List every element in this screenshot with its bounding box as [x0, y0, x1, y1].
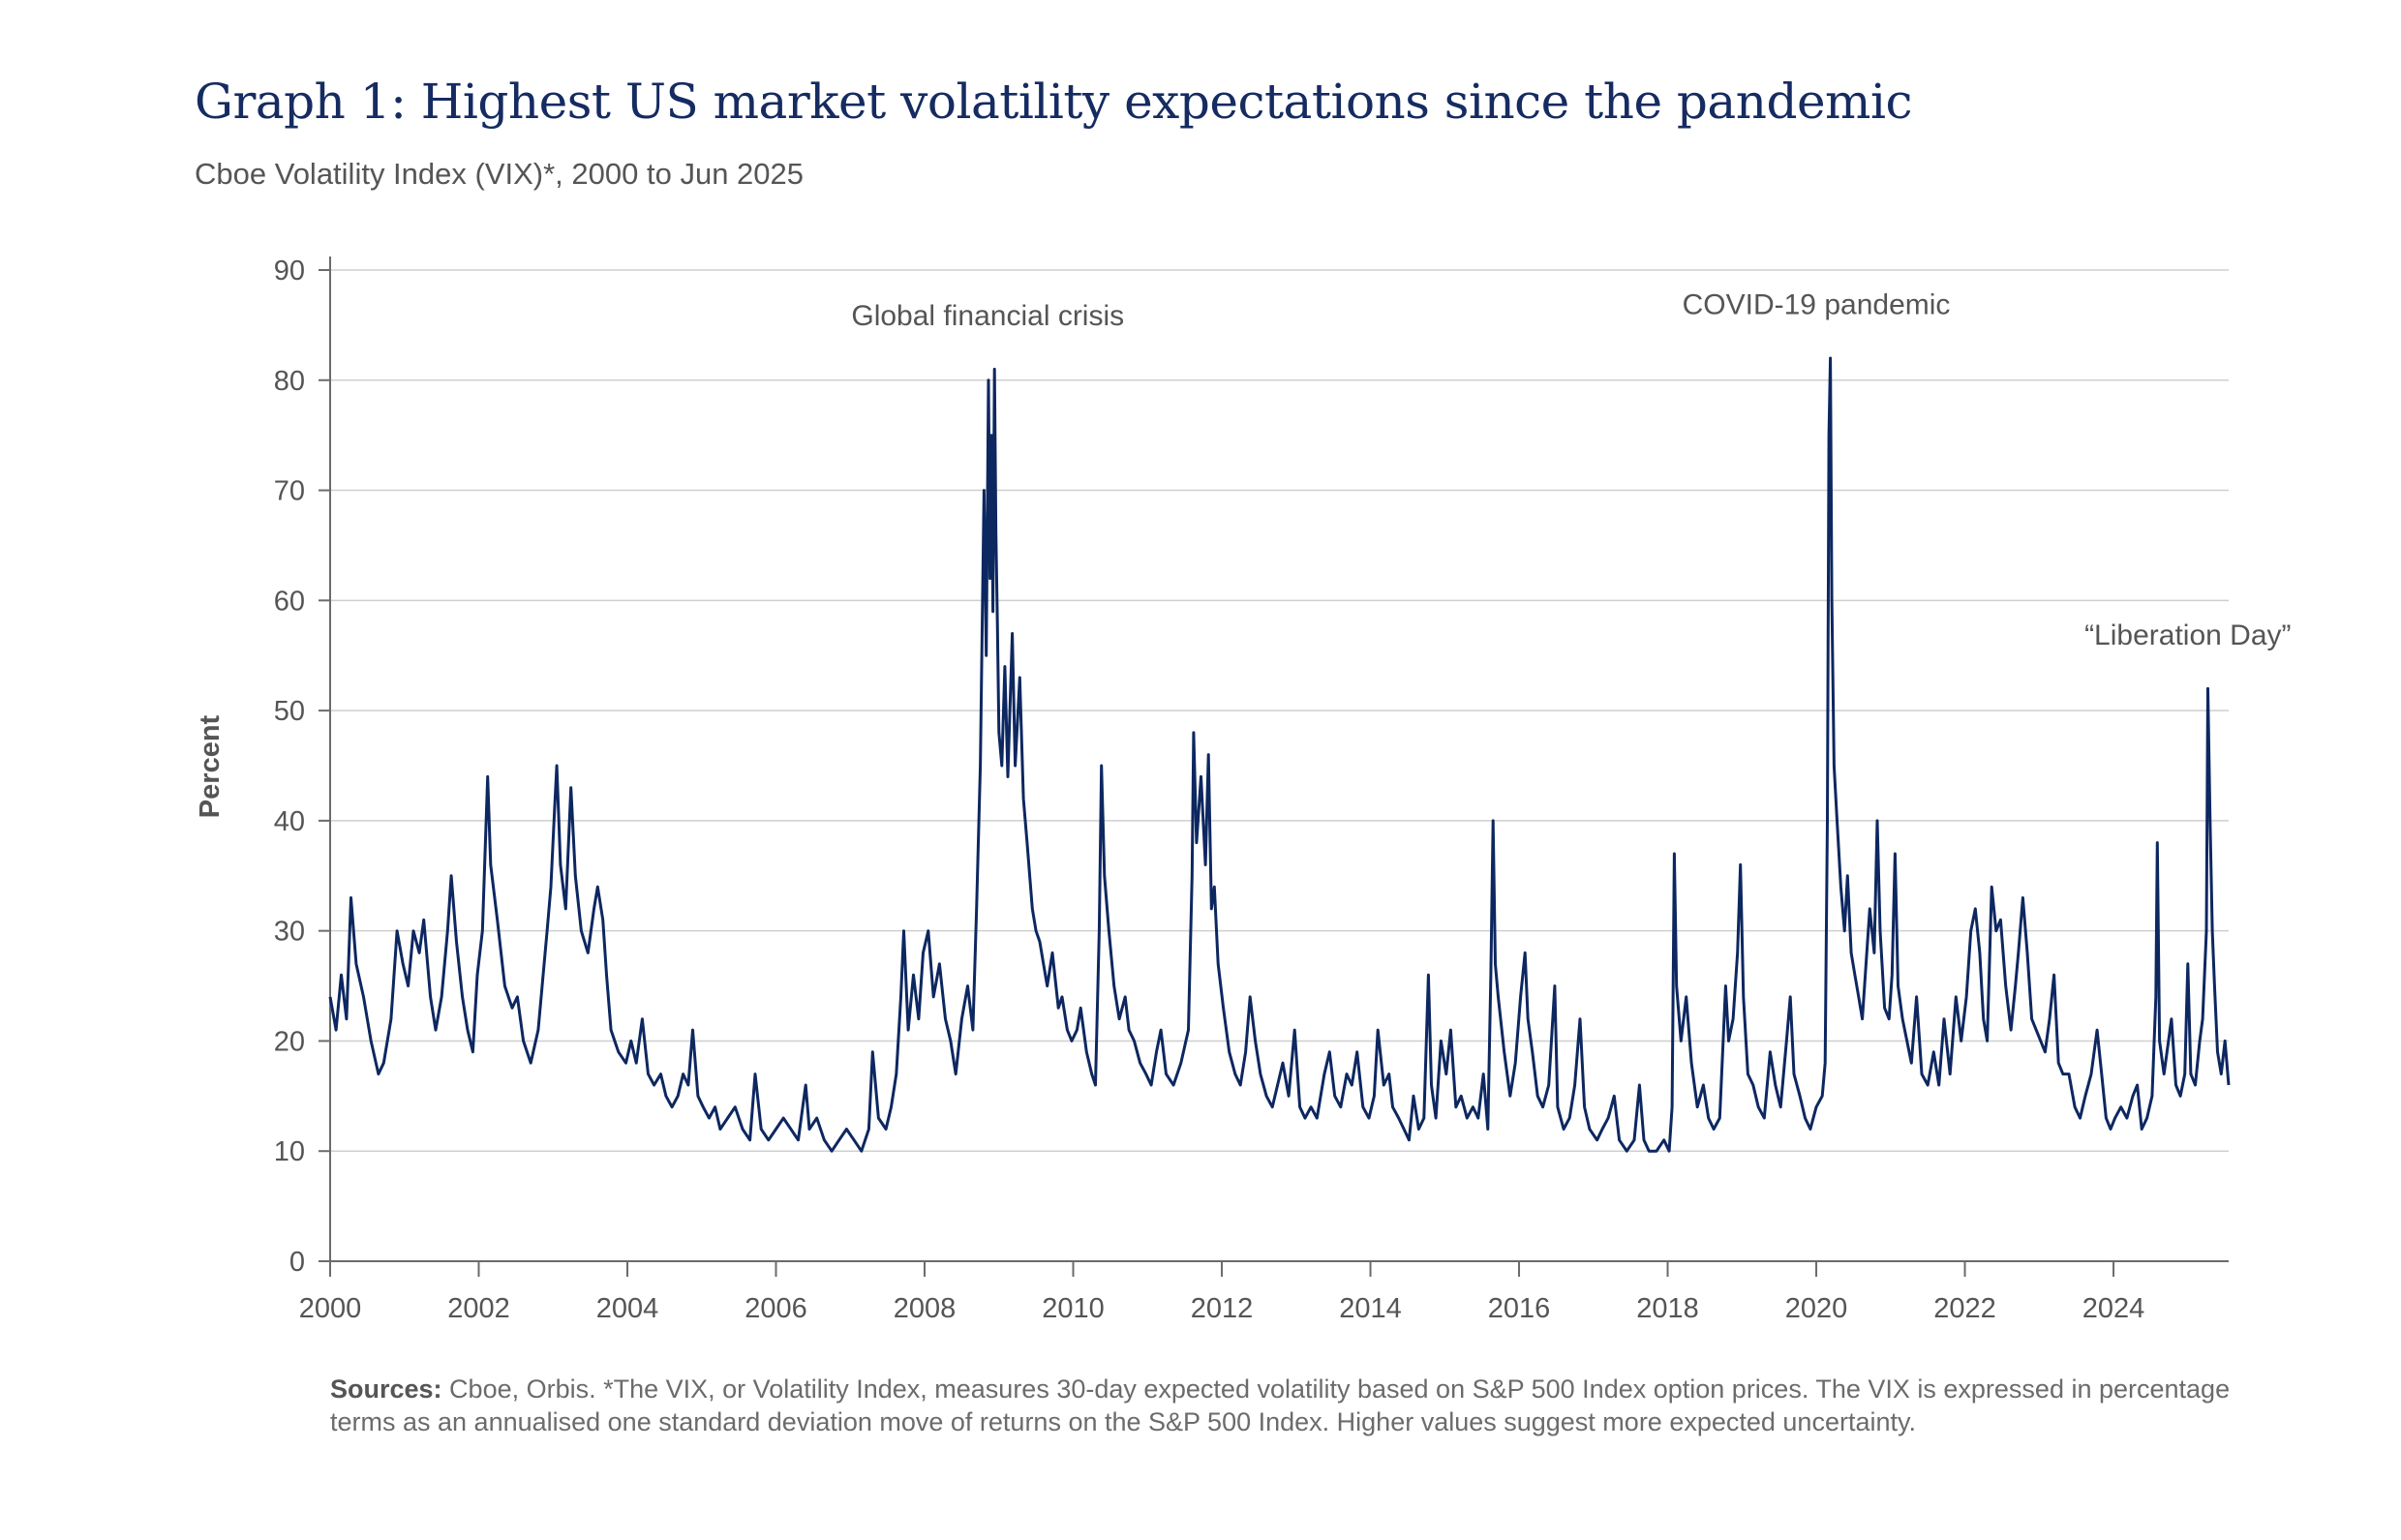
- y-tick-label: 0: [289, 1247, 305, 1278]
- sources-label: Sources:: [330, 1374, 442, 1404]
- x-axis: 2000 2002 2004 2006 2008 2010 2012 2014 2016 2018…: [299, 1260, 2229, 1324]
- y-tick-label: 60: [274, 586, 305, 617]
- sources-text: Cboe, Orbis. *The VIX, or Volatility Ind…: [330, 1374, 2231, 1436]
- x-tick-label: 2006: [745, 1293, 807, 1324]
- x-tick-label: 2004: [596, 1293, 659, 1324]
- annotation-label: COVID-19 pandemic: [1683, 289, 1951, 321]
- x-tick-label: 2024: [2082, 1293, 2145, 1324]
- y-tick-label: 90: [274, 256, 305, 287]
- gridlines: [330, 269, 2229, 1152]
- y-tick-label: 50: [274, 696, 305, 727]
- y-tick-label: 40: [274, 806, 305, 837]
- annotation-label: Global financial crisis: [851, 300, 1124, 332]
- y-tick-label: 10: [274, 1136, 305, 1167]
- x-tick-label: 2010: [1042, 1293, 1105, 1324]
- y-axis: 0 10 20 30 40 50 60 70 80 90: [274, 256, 331, 1278]
- y-tick-label: 20: [274, 1026, 305, 1057]
- chart-subtitle: Cboe Volatility Index (VIX)*, 2000 to Ju…: [195, 157, 805, 191]
- x-tick-label: 2020: [1785, 1293, 1848, 1324]
- x-tick-label: 2014: [1339, 1293, 1402, 1324]
- y-tick-label: 70: [274, 476, 305, 507]
- x-tick-label: 2018: [1636, 1293, 1699, 1324]
- y-tick-label: 30: [274, 917, 305, 948]
- x-tick-label: 2002: [447, 1293, 510, 1324]
- y-axis-label: Percent: [195, 714, 226, 818]
- x-tick-label: 2000: [299, 1293, 362, 1324]
- annotations: Global financial crisis COVID-19 pandemic…: [851, 289, 2291, 651]
- y-tick-label: 80: [274, 366, 305, 397]
- series-line-vix: [328, 356, 2231, 1153]
- annotation-label: “Liberation Day”: [2084, 619, 2291, 651]
- x-tick-label: 2016: [1488, 1293, 1551, 1324]
- chart-title: Graph 1: Highest US market volatility ex…: [195, 74, 1912, 130]
- x-tick-label: 2008: [894, 1293, 957, 1324]
- x-tick-label: 2022: [1933, 1293, 1996, 1324]
- x-tick-label: 2012: [1191, 1293, 1254, 1324]
- sources-note: Sources: Cboe, Orbis. *The VIX, or Volat…: [330, 1373, 2242, 1438]
